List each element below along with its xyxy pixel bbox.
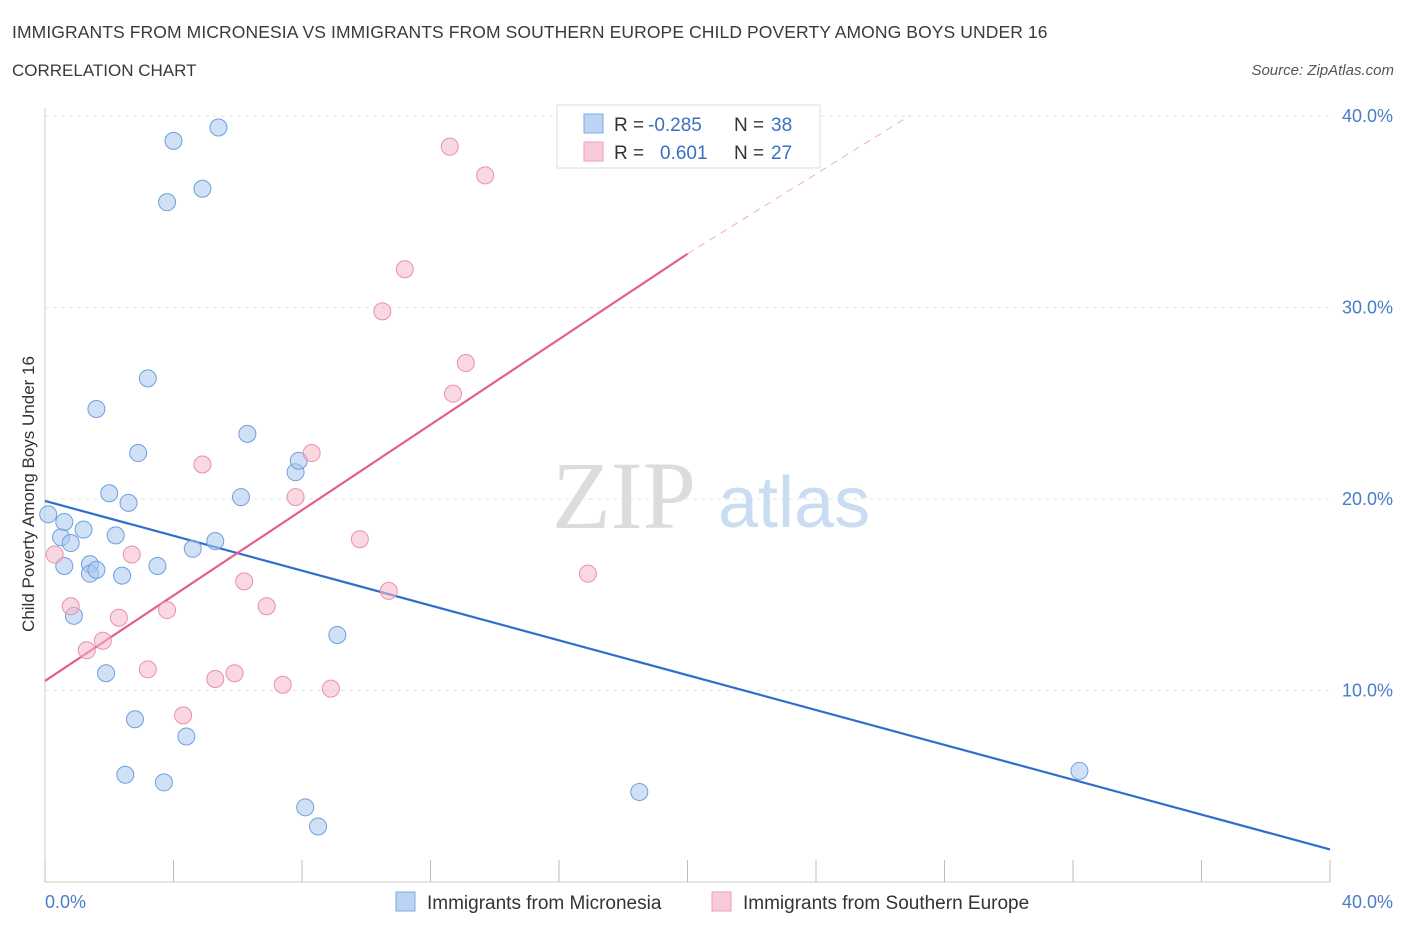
point-series-1-1 [61,597,80,616]
point-series-1-9 [193,455,212,474]
point-series-1-19 [373,302,392,321]
stats-r-value-southern-europe: 0.601 [660,143,708,164]
point-series-0-21 [154,773,173,792]
y-tick-label-0: 10.0% [1342,681,1393,701]
watermark-zip: ZIP [552,442,696,549]
point-series-1-5 [122,545,141,564]
point-series-0-26 [193,179,212,198]
point-series-1-20 [379,581,398,600]
point-series-0-35 [328,625,347,644]
point-series-0-30 [238,424,257,443]
point-series-1-15 [286,488,305,507]
y-tick-label-3: 40.0% [1342,106,1393,126]
point-series-1-22 [440,137,459,156]
point-series-0-0 [39,505,58,524]
stats-swatch-southern-europe [583,141,604,162]
point-series-0-6 [74,520,93,539]
watermark-atlas: atlas [718,463,870,543]
point-series-1-12 [235,572,254,591]
watermark: ZIP atlas [552,442,870,549]
trend-line-1 [44,252,689,682]
stats-n-label-southern-europe: N = [734,143,764,164]
stats-n-value-micronesia: 38 [771,115,792,136]
point-series-0-3 [55,512,74,531]
stats-r-label-southern-europe: R = [614,143,644,164]
point-series-1-24 [456,354,475,373]
point-series-1-14 [273,675,292,694]
point-series-1-0 [45,545,64,564]
data-points [39,118,1089,836]
point-series-0-4 [61,534,80,553]
y-tick-label-1: 20.0% [1342,489,1393,509]
stats-r-value-micronesia: -0.285 [648,115,702,136]
stats-legend: R = -0.285 N = 38 R = 0.601 N = 27 [556,104,821,169]
point-series-0-14 [113,566,132,585]
point-series-0-22 [158,193,177,212]
stats-swatch-micronesia [583,113,604,134]
tick-labels: 10.0% 20.0% 30.0% 40.0% 0.0% 40.0% [45,106,1393,912]
legend-label-micronesia: Immigrants from Micronesia [427,893,662,914]
source-credit: Source: ZipAtlas.com [1251,62,1394,79]
point-series-1-8 [174,706,193,725]
x-tick-label-1: 40.0% [1342,892,1393,912]
point-series-1-11 [225,664,244,683]
series-legend: Immigrants from Micronesia Immigrants fr… [395,891,1029,914]
legend-swatch-southern-europe [711,891,732,912]
point-series-1-17 [321,679,340,698]
chart-subtitle: CORRELATION CHART [12,61,197,80]
point-series-1-16 [302,444,321,463]
point-series-0-12 [100,484,119,503]
stats-n-value-southern-europe: 27 [771,143,792,164]
point-series-1-2 [77,641,96,660]
point-series-1-21 [395,260,414,279]
point-series-0-37 [1070,761,1089,780]
point-series-0-33 [296,798,315,817]
point-series-1-13 [257,597,276,616]
point-series-1-6 [138,660,157,679]
point-series-0-15 [116,765,135,784]
point-series-1-4 [109,608,128,627]
point-series-1-3 [93,631,112,650]
point-series-1-26 [578,564,597,583]
point-series-0-10 [87,399,106,418]
point-series-1-23 [443,384,462,403]
legend-swatch-micronesia [395,891,416,912]
point-series-0-16 [119,493,138,512]
point-series-0-2 [55,557,74,576]
y-axis-title: Child Poverty Among Boys Under 16 [19,356,38,632]
trend-lines [44,115,1331,851]
point-series-0-24 [177,727,196,746]
point-series-0-34 [309,817,328,836]
chart-title: IMMIGRANTS FROM MICRONESIA VS IMMIGRANTS… [12,22,1048,42]
grid-lines [45,115,1330,691]
point-series-1-25 [476,166,495,185]
trend-line-extension-1 [687,115,910,255]
stats-r-label-micronesia: R = [614,115,644,136]
point-series-1-18 [350,530,369,549]
point-series-0-17 [125,710,144,729]
legend-label-southern-europe: Immigrants from Southern Europe [743,893,1029,914]
point-series-0-19 [138,369,157,388]
point-series-0-11 [97,664,116,683]
point-series-0-20 [148,557,167,576]
axes [44,108,1331,883]
stats-n-label-micronesia: N = [734,115,764,136]
point-series-0-23 [164,131,183,150]
trend-line-0 [44,499,1331,851]
point-series-0-29 [231,488,250,507]
point-series-0-36 [630,782,649,801]
point-series-0-28 [209,118,228,137]
point-series-1-7 [158,601,177,620]
y-tick-label-2: 30.0% [1342,298,1393,318]
point-series-0-9 [87,560,106,579]
point-series-0-18 [129,444,148,463]
point-series-1-10 [206,670,225,689]
x-tick-label-0: 0.0% [45,892,86,912]
point-series-0-25 [183,539,202,558]
point-series-0-13 [106,526,125,545]
point-series-0-27 [206,532,225,551]
